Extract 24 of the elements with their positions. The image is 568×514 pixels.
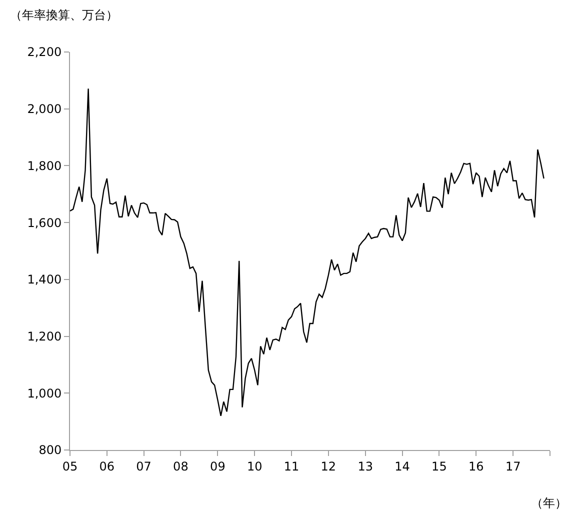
x-tick-label: 07 <box>136 459 152 474</box>
y-tick-label: 1,600 <box>27 216 62 230</box>
x-tick-label: 10 <box>246 459 262 474</box>
x-tick-label: 17 <box>505 459 521 474</box>
y-tick-label: 800 <box>38 443 62 458</box>
y-tick-label: 2,200 <box>27 45 62 60</box>
y-tick-label: 1,200 <box>27 329 62 344</box>
x-tick-label: 09 <box>210 459 226 474</box>
x-tick-label: 14 <box>394 459 410 474</box>
x-tick-label: 05 <box>62 459 78 474</box>
y-tick-label: 1,000 <box>27 386 62 400</box>
x-tick-label: 11 <box>284 459 300 474</box>
y-tick-label: 2,000 <box>27 102 62 116</box>
y-tick-label: 1,400 <box>27 272 62 287</box>
x-tick-label: 08 <box>173 459 188 474</box>
y-tick-label: 1,800 <box>27 158 62 173</box>
x-tick-label: 16 <box>468 459 484 474</box>
y-axis-title: （年率換算、万台） <box>10 8 118 22</box>
x-tick-label: 13 <box>358 459 374 474</box>
line-series <box>70 88 544 416</box>
x-axis-title: （年） <box>531 496 567 510</box>
x-tick-label: 06 <box>99 459 115 474</box>
x-tick-label: 15 <box>432 459 447 474</box>
x-tick-label: 12 <box>320 459 336 474</box>
